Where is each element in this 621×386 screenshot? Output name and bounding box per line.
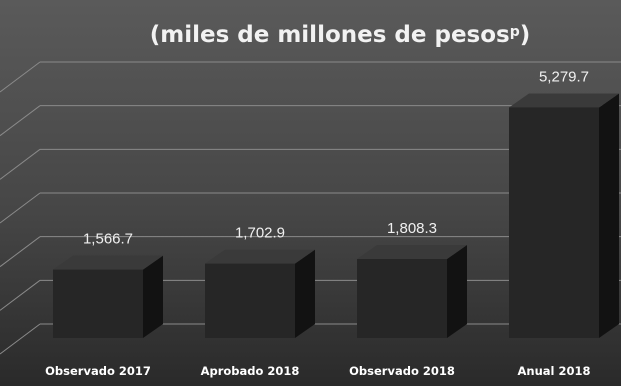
category-axis: 1,566.7 Observado 2017 1,702.9 Aprobado 201… [45,68,590,378]
bar-top [205,249,315,264]
bar-side [295,249,315,338]
data-label: 5,279.7 [539,68,589,85]
gridline-side [0,105,41,137]
gridline-side [0,236,41,268]
bar-series [53,93,619,339]
category-tick-label: Observado 2018 [349,364,455,378]
bar [205,249,315,338]
gridline-side [0,148,41,180]
bar-front [205,263,295,338]
category-tick-label: Observado 2017 [45,364,151,378]
bar [53,255,163,338]
bar-top [53,255,163,270]
bar-side [143,255,163,338]
bar-top [509,93,619,108]
gridline-side [0,192,41,224]
chart-title: (miles de millones de pesosp) [150,22,531,48]
gridline-side [0,61,41,93]
bar [509,93,619,339]
category-tick-label: Aprobado 2018 [201,364,300,378]
gridline-side [0,323,41,355]
bar-top [357,245,467,260]
bar-front [509,107,599,339]
data-label: 1,702.9 [235,225,285,242]
bar-front [53,269,143,338]
bar-side [599,93,619,339]
data-label: 1,566.7 [83,231,133,248]
gridline-side [0,279,41,311]
bar [357,245,467,338]
bar-side [447,245,467,338]
data-label: 1,808.3 [387,220,437,237]
bar-front [357,259,447,338]
category-tick-label: Anual 2018 [518,364,591,378]
